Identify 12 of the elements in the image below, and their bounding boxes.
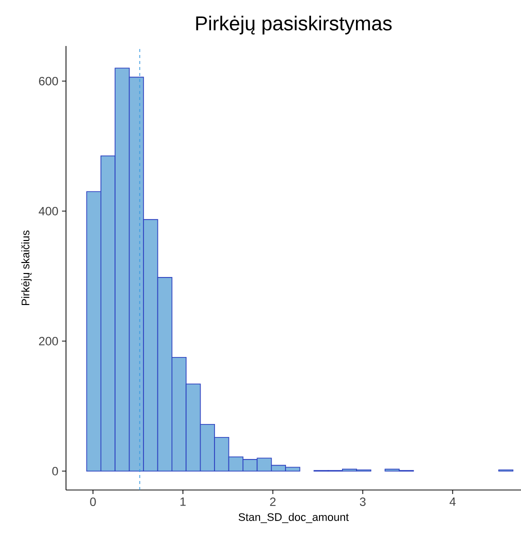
x-axis-title: Stan_SD_doc_amount [238,512,349,524]
y-tick-label: 0 [52,466,58,476]
x-tick-label: 3 [360,498,366,506]
y-tick-label: 400 [38,206,58,216]
chart-title: Pirkėjų pasiskirstymas [196,16,392,34]
x-tick-label: 4 [450,498,456,506]
y-tick-label: 200 [39,336,58,346]
x-tick-label: 0 [90,498,96,506]
x-tick-label: 1 [180,498,186,506]
y-axis-title: Pirkėjų skaičius [21,230,32,305]
x-tick-label: 2 [270,498,276,506]
y-tick-label: 600 [39,76,58,86]
